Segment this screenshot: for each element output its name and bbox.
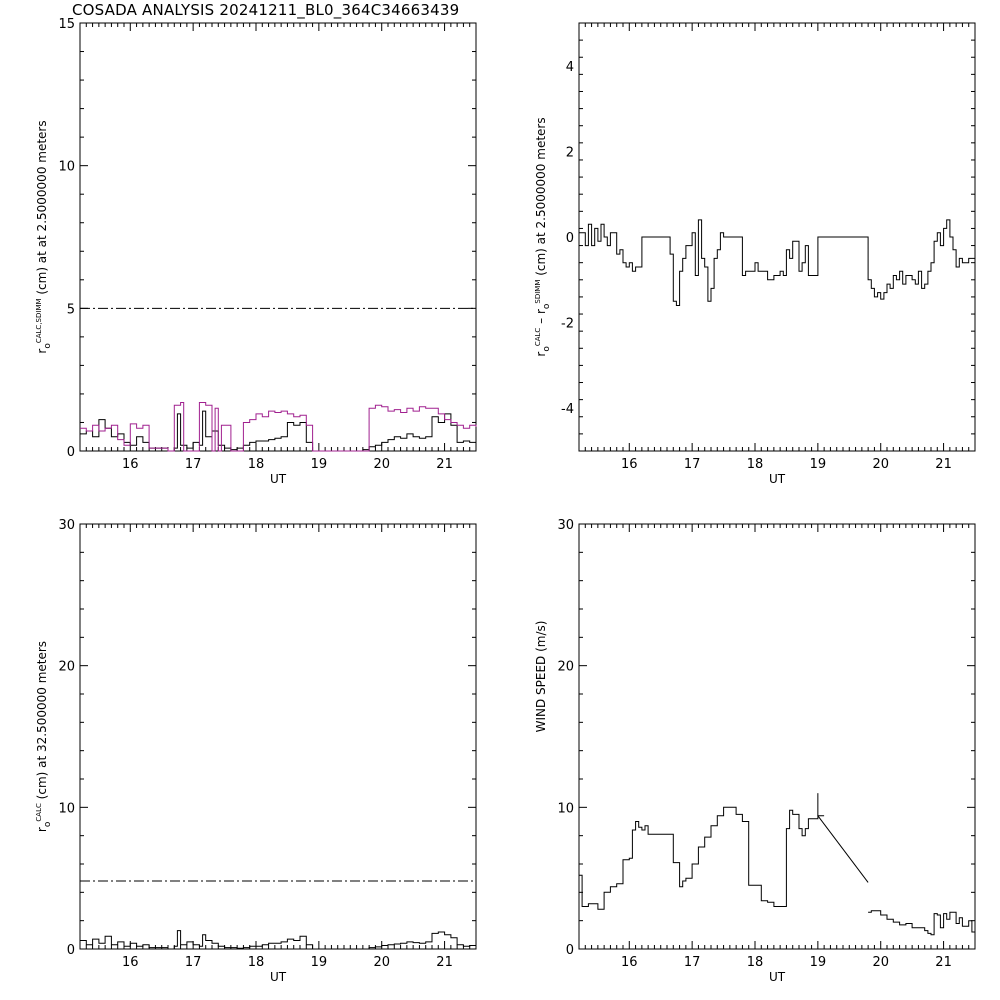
x-tick-label: 20 — [872, 457, 889, 472]
y-axis-title-part: (cm) at at 2.5000000 meters — [35, 120, 49, 298]
x-tick-label: 16 — [621, 955, 638, 970]
y-tick-label: 30 — [58, 518, 75, 533]
y-tick-label: 0 — [67, 445, 75, 460]
y-tick-label: 10 — [557, 801, 574, 816]
x-tick-label: 21 — [436, 457, 453, 472]
y-axis-title: roCALC – roSDIMM (cm) at 2.5000000 meter… — [534, 117, 552, 356]
series-line-2 — [868, 910, 976, 936]
x-tick-label: 17 — [185, 457, 202, 472]
x-axis-title: UT — [270, 472, 287, 486]
y-axis-title-part: r — [35, 349, 49, 354]
y-tick-label: 5 — [67, 302, 75, 317]
series-line-1 — [817, 815, 869, 883]
x-tick-label: 20 — [872, 955, 889, 970]
y-axis-title-part: SDIMM — [534, 280, 542, 304]
plot-frame — [79, 22, 477, 452]
plot-frame — [578, 22, 976, 452]
y-tick-label: 0 — [566, 231, 574, 246]
series-line-0 — [579, 806, 825, 910]
x-tick-label: 19 — [810, 457, 827, 472]
x-axis-title: UT — [769, 970, 786, 984]
y-tick-label: 10 — [58, 160, 75, 175]
x-tick-label: 19 — [311, 457, 328, 472]
x-tick-label: 21 — [935, 955, 952, 970]
x-tick-label: 16 — [122, 955, 139, 970]
x-tick-label: 17 — [684, 955, 701, 970]
y-axis-title: roCALC (cm) at 32.500000 meters — [35, 641, 53, 832]
y-axis-title-part: CALC,SDIMM — [35, 298, 43, 343]
x-axis-title: UT — [769, 472, 786, 486]
y-axis-title-part: r — [35, 827, 49, 832]
panel-top-left: 16 17 18 19 20 21 UT 0 5 10 15 roCALC,SDIMM (cm) at… — [35, 17, 477, 486]
y-tick-label: 20 — [557, 660, 574, 675]
x-tick-label: 21 — [935, 457, 952, 472]
x-tick-label: 20 — [373, 457, 390, 472]
y-axis-title-part: (cm) at 2.5000000 meters — [534, 117, 548, 279]
x-tick-label: 17 — [185, 955, 202, 970]
y-tick-label: -4 — [561, 402, 574, 417]
y-axis-title-part: o — [43, 343, 53, 349]
y-tick-label: 2 — [566, 145, 574, 160]
x-tick-label: 16 — [621, 457, 638, 472]
series-line-0 — [579, 219, 976, 306]
x-axis-title: UT — [270, 970, 287, 984]
x-tick-label: 19 — [311, 955, 328, 970]
y-axis-title-part: o — [43, 821, 53, 827]
x-tick-label: 18 — [747, 457, 764, 472]
y-tick-label: 20 — [58, 660, 75, 675]
x-tick-label: 21 — [436, 955, 453, 970]
y-axis-title-part: r — [534, 352, 548, 357]
x-tick-label: 18 — [248, 457, 265, 472]
y-tick-label: 30 — [557, 518, 574, 533]
y-tick-label: 15 — [58, 17, 75, 32]
y-tick-label: 0 — [566, 943, 574, 958]
y-axis-title: WIND SPEED (m/s) — [534, 621, 548, 733]
y-tick-label: 4 — [566, 60, 574, 75]
series-line-0 — [80, 930, 477, 950]
x-tick-label: 18 — [248, 955, 265, 970]
plot-frame — [79, 523, 477, 950]
series-line-0 — [80, 410, 476, 452]
y-axis-title: roCALC,SDIMM (cm) at at 2.5000000 meters — [35, 120, 53, 353]
y-axis-title-part: CALC — [534, 328, 542, 347]
y-axis-title-part: – r — [534, 309, 548, 328]
series-line-1 — [80, 402, 477, 452]
x-tick-label: 16 — [122, 457, 139, 472]
y-axis-title-part: (cm) at 32.500000 meters — [35, 641, 49, 803]
y-axis-title-part: o — [542, 303, 552, 309]
x-tick-label: 19 — [810, 955, 827, 970]
y-tick-label: 10 — [58, 801, 75, 816]
chart-title: COSADA ANALYSIS 20241211_BL0_364C3466343… — [72, 1, 460, 19]
y-axis-title-part: o — [542, 346, 552, 352]
x-tick-label: 20 — [373, 955, 390, 970]
x-tick-label: 18 — [747, 955, 764, 970]
panel-bottom-right: 16 17 18 19 20 21 UT 0 10 20 30 WIND SPEED (m/s) — [534, 518, 976, 984]
y-axis-title-part: CALC — [35, 803, 43, 822]
x-tick-label: 17 — [684, 457, 701, 472]
y-axis-title-part: WIND SPEED (m/s) — [534, 621, 548, 733]
plot-frame — [578, 523, 976, 950]
y-tick-label: 0 — [67, 943, 75, 958]
panel-bottom-left: 16 17 18 19 20 21 UT 0 10 20 30 roCALC (cm) at 32.5… — [35, 518, 477, 984]
y-tick-label: -2 — [561, 317, 574, 332]
